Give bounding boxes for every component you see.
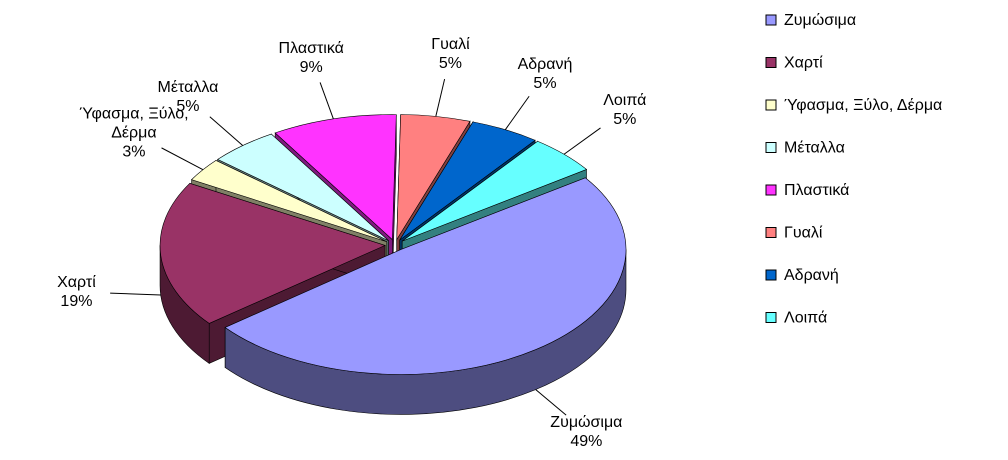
data-label: Χαρτί 19% xyxy=(0,273,161,311)
legend-label: Λοιπά xyxy=(784,310,827,327)
data-label-name: Πλαστικά xyxy=(278,40,344,58)
legend-label: Χαρτί xyxy=(784,55,823,72)
data-label-value: 5% xyxy=(176,98,200,116)
data-label: Λοιπά 5% xyxy=(540,91,710,129)
data-label-name: Γυαλί xyxy=(431,36,470,54)
pie-slice xyxy=(217,133,389,242)
data-label-value: 19% xyxy=(60,292,93,310)
legend-label: Μέταλλα xyxy=(784,140,845,157)
data-label-value: 5% xyxy=(613,111,637,129)
data-label-value: 49% xyxy=(570,433,603,451)
data-label-name: Ύφασμα, Ξύλο, Δέρμα xyxy=(79,105,189,142)
data-label-name: Αδρανή xyxy=(517,55,573,73)
data-label-value: 5% xyxy=(533,74,557,92)
pie-slice xyxy=(399,121,536,241)
leader-line xyxy=(209,116,244,146)
leader-line xyxy=(435,78,446,117)
legend-swatch xyxy=(765,99,777,111)
legend-swatch xyxy=(765,269,777,281)
legend-swatch xyxy=(765,142,777,153)
legend-swatch xyxy=(765,184,777,196)
data-label-value: 5% xyxy=(438,55,463,73)
legend-swatch xyxy=(765,227,777,238)
leader-line xyxy=(535,389,567,416)
data-label: Πλαστικά 9% xyxy=(226,39,396,77)
legend-label: Γυαλί xyxy=(784,225,823,242)
data-label: Ύφασμα, Ξύλο, Δέρμα 3% xyxy=(59,105,209,162)
legend-swatch xyxy=(765,312,777,323)
legend-swatch xyxy=(765,14,777,26)
data-label-value: 9% xyxy=(299,59,323,77)
legend-label: Ζυμώσιμα xyxy=(784,12,856,29)
data-label-name: Μέταλλα xyxy=(157,79,219,97)
leader-line xyxy=(110,292,161,296)
data-label-name: Χαρτί xyxy=(57,273,96,291)
leader-line xyxy=(161,147,204,171)
legend-swatch xyxy=(765,57,777,68)
data-label: Μέταλλα 5% xyxy=(103,78,273,116)
pie-slice xyxy=(274,114,397,241)
data-label: Ζυμώσιμα 49% xyxy=(501,413,671,451)
data-label-name: Ζυμώσιμα xyxy=(550,414,623,432)
legend-label: Πλαστικά xyxy=(784,182,849,199)
legend-label: Ύφασμα, Ξύλο, Δέρμα xyxy=(784,97,942,114)
leader-line xyxy=(504,95,530,130)
pie-slice xyxy=(224,177,627,375)
data-label-name: Λοιπά xyxy=(603,92,647,110)
data-label: Αδρανή 5% xyxy=(460,55,630,93)
leader-line xyxy=(319,82,334,120)
data-label-value: 3% xyxy=(122,143,146,161)
data-label: Γυαλί 5% xyxy=(365,35,535,73)
pie-slice xyxy=(159,182,386,324)
legend-label: Αδρανή xyxy=(784,267,839,284)
leader-line xyxy=(563,127,601,155)
